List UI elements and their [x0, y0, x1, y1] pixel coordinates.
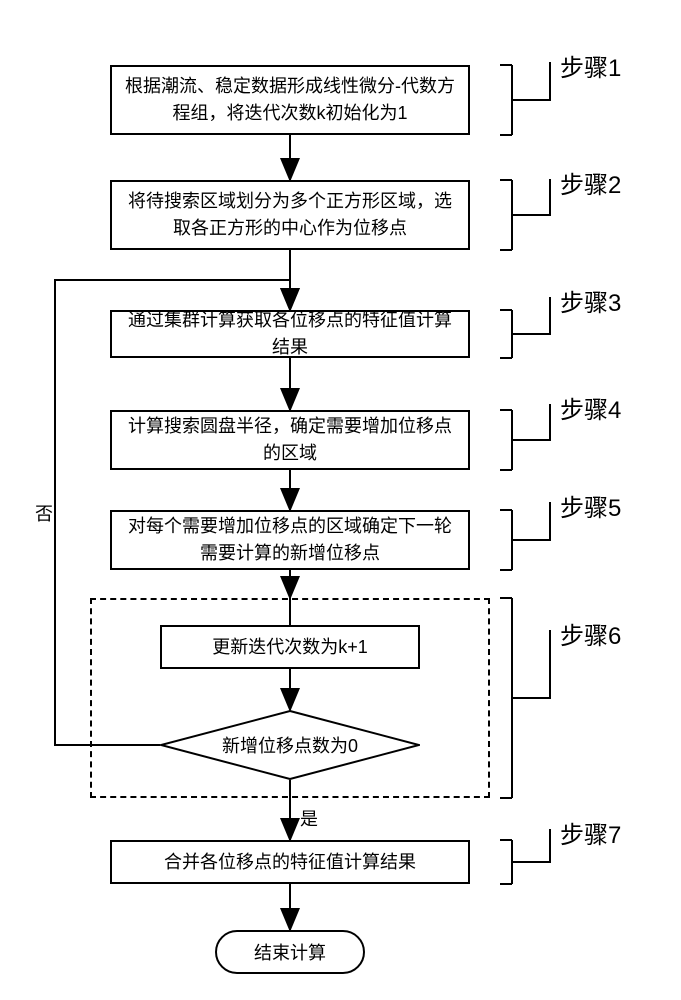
step-label-7: 步骤7: [560, 815, 621, 850]
node-end: 结束计算: [215, 930, 365, 974]
flowchart-canvas: 根据潮流、稳定数据形成线性微分-代数方程组，将迭代次数k初始化为1 将待搜索区域…: [0, 0, 681, 1000]
node-step7-text: 合并各位移点的特征值计算结果: [164, 849, 416, 876]
step-label-4: 步骤4: [560, 390, 621, 425]
node-step3: 通过集群计算获取各位移点的特征值计算结果: [110, 310, 470, 358]
node-update-iteration-text: 更新迭代次数为k+1: [212, 634, 368, 661]
edge-label-no-text: 否: [35, 504, 53, 524]
step-label-2-text: 步骤2: [560, 172, 621, 199]
step-label-3: 步骤3: [560, 283, 621, 318]
edge-label-no: 否: [35, 500, 53, 526]
node-update-iteration: 更新迭代次数为k+1: [160, 625, 420, 669]
node-step2: 将待搜索区域划分为多个正方形区域，选取各正方形的中心作为位移点: [110, 180, 470, 250]
step-label-7-text: 步骤7: [560, 822, 621, 849]
node-decision-text: 新增位移点数为0: [222, 732, 358, 758]
node-decision: 新增位移点数为0: [160, 710, 420, 780]
node-end-text: 结束计算: [254, 939, 326, 965]
edge-label-yes: 是: [300, 805, 318, 831]
node-step1: 根据潮流、稳定数据形成线性微分-代数方程组，将迭代次数k初始化为1: [110, 65, 470, 135]
node-step1-text: 根据潮流、稳定数据形成线性微分-代数方程组，将迭代次数k初始化为1: [122, 73, 458, 127]
step-label-5-text: 步骤5: [560, 495, 621, 522]
node-step4-text: 计算搜索圆盘半径，确定需要增加位移点的区域: [122, 413, 458, 467]
node-step5: 对每个需要增加位移点的区域确定下一轮需要计算的新增位移点: [110, 510, 470, 570]
step-label-6: 步骤6: [560, 616, 621, 651]
node-step5-text: 对每个需要增加位移点的区域确定下一轮需要计算的新增位移点: [122, 513, 458, 567]
step-label-6-text: 步骤6: [560, 623, 621, 650]
step-label-1: 步骤1: [560, 48, 621, 83]
step-label-1-text: 步骤1: [560, 55, 621, 82]
step-label-4-text: 步骤4: [560, 397, 621, 424]
step-label-2: 步骤2: [560, 165, 621, 200]
step-label-5: 步骤5: [560, 488, 621, 523]
node-step4: 计算搜索圆盘半径，确定需要增加位移点的区域: [110, 410, 470, 470]
step-label-3-text: 步骤3: [560, 290, 621, 317]
node-step3-text: 通过集群计算获取各位移点的特征值计算结果: [122, 307, 458, 361]
node-step7: 合并各位移点的特征值计算结果: [110, 840, 470, 884]
node-step2-text: 将待搜索区域划分为多个正方形区域，选取各正方形的中心作为位移点: [122, 188, 458, 242]
edge-label-yes-text: 是: [300, 809, 318, 829]
